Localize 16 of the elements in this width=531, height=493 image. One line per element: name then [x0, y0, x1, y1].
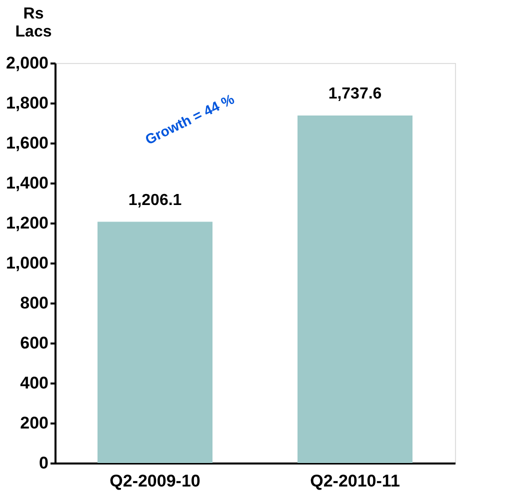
- y-tick-label: 600: [20, 334, 48, 352]
- x-tick-label: Q2-2010-11: [310, 472, 400, 490]
- data-label: 1,737.6: [328, 85, 382, 102]
- y-tick-label: 400: [20, 374, 48, 392]
- x-tick-label: Q2-2009-10: [110, 472, 200, 490]
- y-tick-label: 2,000: [6, 54, 48, 72]
- y-tick-label: 200: [20, 414, 48, 432]
- y-tick-label: 1,800: [6, 94, 48, 112]
- y-tick-label: 1,200: [6, 214, 48, 232]
- y-tick-label: 1,600: [6, 134, 48, 152]
- data-label: 1,206.1: [128, 192, 182, 209]
- y-tick-label: 1,000: [6, 254, 48, 272]
- y-tick-label: 800: [20, 294, 48, 312]
- y-tick-label: 0: [39, 454, 48, 472]
- y-tick-label: 1,400: [6, 174, 48, 192]
- y-axis-title: Rs Lacs: [15, 6, 52, 40]
